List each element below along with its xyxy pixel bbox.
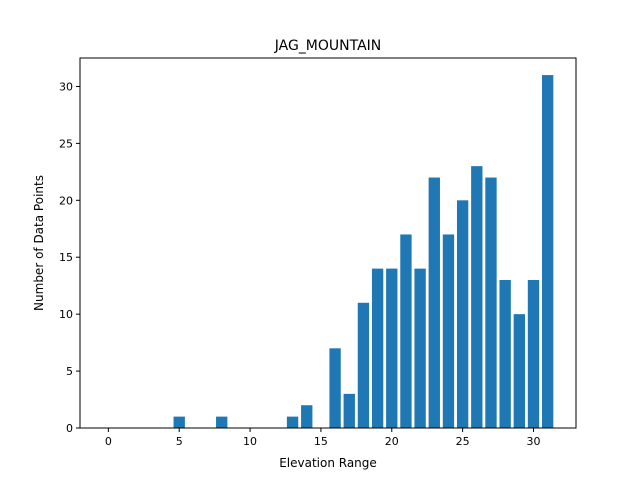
bar-27	[485, 177, 497, 428]
x-tick-label: 15	[314, 435, 328, 448]
bar-5	[173, 416, 185, 428]
bar-19	[371, 268, 384, 428]
bar-25	[456, 200, 469, 428]
x-tick-label: 20	[385, 435, 399, 448]
bar-14	[301, 405, 313, 428]
bar-26	[471, 166, 483, 428]
chart-title: JAG_MOUNTAIN	[274, 38, 382, 54]
x-tick-label: 25	[456, 435, 470, 448]
x-tick-label: 30	[526, 435, 540, 448]
y-axis-ticks: 0 5 10 15 20 25 30	[59, 80, 80, 435]
x-tick-label: 10	[243, 435, 257, 448]
bar-30	[527, 280, 540, 428]
bar-16	[329, 348, 341, 428]
bar-20	[386, 268, 398, 428]
bar-13	[286, 416, 299, 428]
y-tick-label: 0	[66, 422, 73, 435]
y-axis-label: Number of Data Points	[32, 175, 46, 311]
y-tick-label: 5	[66, 365, 73, 378]
bar-24	[442, 234, 455, 428]
bar-17	[343, 393, 355, 428]
y-tick-label: 10	[59, 308, 73, 321]
bar-28	[499, 280, 511, 428]
y-tick-label: 25	[59, 137, 73, 150]
plot-frame	[79, 57, 577, 429]
bar-29	[513, 314, 525, 428]
bar-23	[428, 177, 440, 428]
bars-group	[173, 75, 554, 429]
bar-21	[400, 234, 412, 428]
x-tick-label: 5	[176, 435, 183, 448]
x-tick-label: 0	[105, 435, 112, 448]
y-tick-label: 30	[59, 80, 73, 93]
y-tick-label: 20	[59, 194, 73, 207]
bar-22	[414, 268, 426, 428]
x-axis-label: Elevation Range	[279, 456, 377, 470]
x-axis-ticks: 0 5 10 15 20 25 30	[105, 428, 540, 448]
bar-18	[357, 302, 370, 428]
bar-8	[216, 416, 228, 428]
y-tick-label: 15	[59, 251, 73, 264]
bar-31	[541, 75, 554, 429]
